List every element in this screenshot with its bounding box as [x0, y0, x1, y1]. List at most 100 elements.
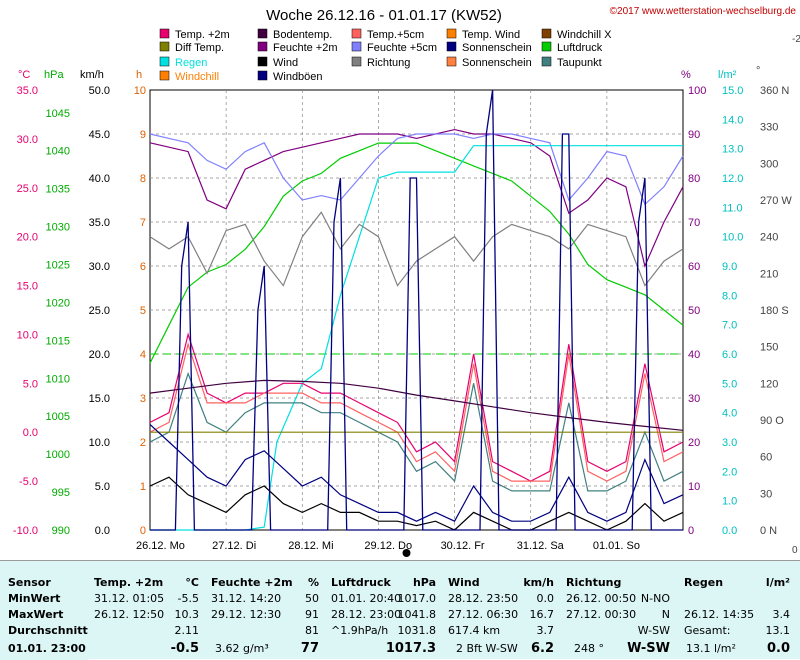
legend-swatch	[542, 29, 551, 38]
humidity-axis-tick: 90	[688, 129, 700, 141]
wind-axis-tick: 45.0	[89, 129, 110, 141]
humidity-axis-tick: 60	[688, 261, 700, 273]
direction-max-value: N	[662, 607, 670, 622]
wind-axis-tick: 35.0	[89, 217, 110, 229]
pressure-axis-tick: 1040	[46, 146, 70, 158]
sunshine-axis-tick: 0	[140, 525, 146, 537]
rain-axis-tick: 3.0	[722, 437, 737, 449]
direction-avg: W-SW	[638, 623, 670, 638]
stats-header-pressure-unit: hPa	[413, 575, 436, 590]
sunshine-axis-tick: 5	[140, 305, 146, 317]
legend-label: Richtung	[367, 57, 410, 69]
legend-label: Taupunkt	[557, 57, 602, 69]
stats-header-wind: Wind	[448, 575, 480, 590]
legend-label: Feuchte +2m	[273, 42, 338, 54]
temp-avg: 2.11	[175, 623, 200, 638]
row-label-max: MaxWert	[8, 607, 63, 622]
rain-axis-tick: 14.0	[722, 114, 743, 126]
temp-axis-tick: 15.0	[17, 281, 38, 293]
humidity-axis-tick: 20	[688, 437, 700, 449]
wind-axis-tick: 20.0	[89, 349, 110, 361]
rain-axis-tick: 11.0	[722, 202, 743, 214]
direction-axis-tick: 330	[760, 122, 778, 134]
pressure-axis-tick: 1020	[46, 297, 70, 309]
humidity-max-time: 29.12. 12:30	[211, 607, 281, 622]
legend-label: Temp. Wind	[462, 29, 520, 41]
legend-swatch	[160, 57, 169, 66]
rain-max-value: 3.4	[773, 607, 791, 622]
direction-axis-tick: 120	[760, 378, 778, 390]
pressure-axis-tick: 1010	[46, 373, 70, 385]
legend-swatch	[160, 71, 169, 80]
legend-swatch	[542, 42, 551, 51]
legend-label: Diff Temp.	[175, 42, 224, 54]
rain-max-time: 26.12. 14:35	[684, 607, 754, 622]
rain-axis-tick: 10.0	[722, 232, 743, 244]
wind-axis-tick: 10.0	[89, 437, 110, 449]
legend-swatch	[258, 29, 267, 38]
day-label: 30.12. Fr	[441, 540, 485, 552]
sunshine-axis-unit: h	[136, 69, 142, 81]
humidity-axis-tick: 10	[688, 481, 700, 493]
sunshine-axis-tick: 1	[140, 481, 146, 493]
temp-min-value: -5.5	[178, 591, 199, 606]
direction-min-value: N-NO	[641, 591, 670, 606]
legend-label: Windchill X	[557, 29, 612, 41]
rain-axis-tick: 0.0	[722, 525, 737, 537]
row-label-min: MinWert	[8, 591, 60, 606]
pressure-axis-tick: 1000	[46, 449, 70, 461]
pressure-trend: ^1.9hPa/h	[331, 623, 388, 638]
legend-label: Feuchte +5cm	[367, 42, 437, 54]
pressure-avg: 1031.8	[398, 623, 437, 638]
pressure-current: 1017.3	[386, 641, 436, 656]
legend-swatch	[258, 57, 267, 66]
humidity-axis-tick: 100	[688, 85, 706, 97]
humidity-axis-tick: 50	[688, 305, 700, 317]
stats-header-humidity: Feuchte +2m	[211, 575, 293, 590]
direction-axis-tick: 60	[760, 452, 772, 464]
stats-header-temp: Temp. +2m	[94, 575, 163, 590]
day-label: 31.12. Sa	[517, 540, 565, 552]
day-label: 27.12. Di	[212, 540, 256, 552]
pressure-axis-tick: 1035	[46, 184, 70, 196]
pressure-min-time: 01.01. 20:40	[331, 591, 401, 606]
rain-axis-tick: 15.0	[722, 85, 743, 97]
temp-current: -0.5	[171, 641, 199, 656]
stats-header-rain-unit: l/m²	[766, 575, 790, 590]
direction-axis-tick: 270 W	[760, 195, 792, 207]
humidity-axis-tick: 70	[688, 217, 700, 229]
stats-header-pressure: Luftdruck	[331, 575, 391, 590]
wind-axis-tick: 15.0	[89, 393, 110, 405]
copyright-link[interactable]: ©2017 www.wetterstation-wechselburg.de	[610, 6, 797, 17]
humidity-max-value: 91	[305, 607, 319, 622]
pressure-max-time: 28.12. 23:00	[331, 607, 401, 622]
rain-current: 0.0	[767, 641, 790, 656]
direction-degrees: 248 °	[574, 641, 604, 656]
direction-axis-tick: 30	[760, 488, 772, 500]
direction-max-time: 27.12. 00:30	[566, 607, 636, 622]
wind-axis-tick: 0.0	[95, 525, 110, 537]
legend-swatch	[258, 71, 267, 80]
legend-swatch	[352, 57, 361, 66]
temp-axis-tick: 5.0	[23, 378, 38, 390]
stats-header-direction: Richtung	[566, 575, 621, 590]
direction-axis-tick: 300	[760, 158, 778, 170]
humidity-absolute: 3.62 g/m³	[215, 641, 269, 656]
sunshine-axis-tick: 3	[140, 393, 146, 405]
sunshine-axis-tick: 8	[140, 173, 146, 185]
pressure-axis-tick: 1005	[46, 411, 70, 423]
wind-axis-tick: 50.0	[89, 85, 110, 97]
humidity-current: 77	[301, 641, 319, 656]
chart-title: Woche 26.12.16 - 01.01.17 (KW52)	[266, 7, 502, 24]
humidity-axis-tick: 0	[688, 525, 694, 537]
stats-header-wind-unit: km/h	[523, 575, 554, 590]
wind-axis-unit: km/h	[80, 69, 104, 81]
legend-label: Sonnenschein	[462, 57, 532, 69]
legend-label: Sonnenschein	[462, 42, 532, 54]
pressure-min-value: 1017.0	[398, 591, 437, 606]
direction-min-time: 26.12. 00:50	[566, 591, 636, 606]
rain-axis-tick: 2.0	[722, 466, 737, 478]
pressure-axis-tick: 990	[52, 525, 70, 537]
sunshine-axis-tick: 9	[140, 129, 146, 141]
sunshine-axis-tick: 6	[140, 261, 146, 273]
